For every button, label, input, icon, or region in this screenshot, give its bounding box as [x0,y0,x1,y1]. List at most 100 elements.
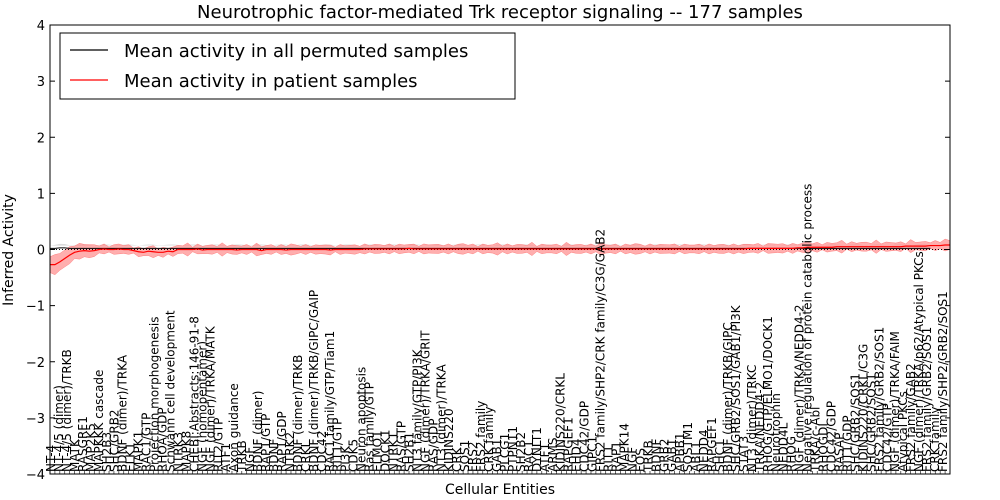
entity-label: NT3 family/GTP/PI3K [410,348,424,472]
entity-label: NGF (homopentamer) [195,341,209,472]
entity-label: CRKL [299,440,313,472]
entity-label: SOS1 [458,440,472,472]
entity-label: FRS2 family/GAB2 [904,363,918,472]
entity-label: NGF (dimer)/TRKA/p62/Atypical PKCs [912,251,926,472]
entity-label: KIDINS220/CRKL [554,373,568,472]
chart-title: Neurotrophic factor-mediated Trk recepto… [197,2,803,23]
entity-label: ATF1 [219,443,233,472]
entity-label: BDNF [267,439,281,472]
entity-label: SH2B3 [100,432,114,472]
entity-label: RHOG [785,436,799,472]
entity-label: ELMO1 [371,430,385,472]
entity-label: APBB1 [673,432,687,472]
y-tick-label: −1 [26,300,45,315]
entity-label: FRS2 family [474,401,488,472]
entity-label: EHD4 [570,439,584,472]
entity-label: CHEBI:Abstracts:146-91-8 [187,316,201,472]
entity-label: FRS2 family/GRB2/SOS1 [872,327,886,472]
entity-label: GAB1 [665,439,679,472]
entity-label: TRKB [235,440,249,473]
entity-label: Neuron apoptosis [355,367,369,472]
entity-label: RAP1 [609,441,623,472]
entity-label: NGF [625,447,639,472]
entity-label: ATF1 [538,443,552,472]
entity-label: RIT1 [602,445,616,472]
entity-label: RAPGEF1 [705,417,719,472]
entity-label: Axon guidance [227,383,241,472]
entity-label: Atypical PKCs [896,391,910,472]
entity-label: SHC1 [713,439,727,472]
entity-label: FRS2 family/GRB2/SOS1 [920,327,934,472]
legend: Mean activity in all permuted samples Me… [59,32,516,100]
entity-label: SHC/GRB2/SOS1 [864,373,878,472]
entity-label: CRK [450,446,464,472]
entity-label: RAP1/GTP [259,414,273,472]
entity-label: CDC42/GTP [880,403,894,472]
entity-label: DYNLT1 [530,427,544,472]
entity-label: NEDD4L [777,422,791,472]
entity-label: ELK1 [124,442,138,472]
entity-label: CDC42 [315,431,329,472]
entity-label: NT-4/5 (dimer)/TRKB [60,349,74,472]
entity-label: SH2B1 [402,432,416,472]
entity-label: NT-4 [44,445,58,472]
entity-label: MAPK8 [179,431,193,472]
entity-label: RHOA/GDP [156,407,170,472]
bands-layer [49,238,951,276]
entity-label: NGF [243,447,257,472]
entity-label: BDNF (dimer) [251,391,265,473]
entity-label: Ras family/GTP [363,382,377,472]
y-tick-label: 3 [37,75,45,90]
entity-label: RAS/GDP [426,419,440,473]
x-axis-ticks [49,471,951,474]
y-axis: −4 −3 −2 −1 0 1 2 3 4 [26,19,950,483]
entity-label: TRKA/c-Abl [809,407,823,473]
lines-layer [50,244,950,266]
entity-label: SH2B2 [514,432,528,472]
entity-labels-layer: NT-4NT-4/5 (dimer)NT-4/5 (dimer)/TRKBMAT… [44,184,950,473]
entity-label: BDNF (dimer)/TRKB/GIPC [721,322,735,472]
entity-label: RHOG/GTP/ELMO1/DOCK1 [761,316,775,472]
legend-label-patient: Mean activity in patient samples [124,71,418,92]
entity-label: FOS [633,448,647,472]
entity-label: TRKB [641,440,655,473]
entity-label: SHC/GRB2/SOS1/GAB1/PI3K [729,304,743,472]
entity-label: KIDINS220 [442,408,456,472]
entity-label: MAP2K5 [84,423,98,472]
entity-label: NTRK3 [171,432,185,472]
entity-label: KIDINS220/CRKL/C3G [856,344,870,472]
patient-mean-line [50,244,950,266]
entity-label: NGF (dimer)/TRKA/MATK [203,325,217,472]
entity-label: RASAP [832,433,846,472]
y-tick-label: 4 [37,19,45,34]
entity-label: PLCG1 [498,433,512,472]
entity-label: Projection morphogenesis [148,316,162,472]
entity-label: RIT2/GTP [211,418,225,472]
entity-label: BDNF [649,439,663,472]
entity-label: MAPKKK cascade [92,370,106,472]
y-tick-label: −2 [26,356,45,371]
entity-label: RAPGEF1 [562,417,576,472]
entity-label: ABL1 [689,441,703,472]
entity-label: Neurotrophin [769,393,783,472]
entity-label: NGF (dimer)/TRKA/GRIT [418,330,432,472]
entity-label: RAP1/GDP [275,411,289,472]
legend-box [59,32,516,100]
entity-label: NT3 (dimer)/TRKC [745,365,759,472]
entity-label: STAT3 [737,436,751,472]
entity-label: NGF (dimer)/TRKA/NEDD4-2 [793,304,807,472]
y-tick-label: 2 [37,131,45,146]
entity-label: RIT1/GDP [840,415,854,472]
entity-label: NGF (dimer)/TRKA/FAIM [888,331,902,472]
entity-label: RAS/GTP [394,421,408,472]
entity-label: SHC/GRB2/SOS1 [848,373,862,472]
entity-label: MAPK1 [132,431,146,472]
entity-label: NT-4/5 (dimer) [52,385,66,472]
entity-label: CRK family [928,407,942,472]
entity-label: RIT1/GTP [331,418,345,472]
entity-label: NT3 (dimer)/TRKA [434,364,448,472]
entity-label: BDNF (dimer)/TRKB [291,355,305,472]
entity-label: NEDD4 [697,429,711,472]
entity-label: TRKA/NEDD4-2 [753,382,767,473]
